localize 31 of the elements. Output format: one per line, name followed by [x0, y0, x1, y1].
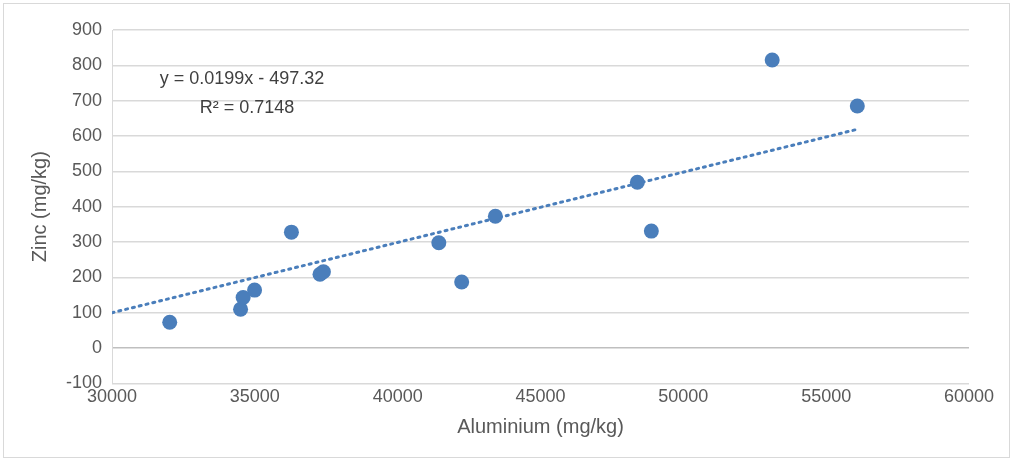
y-axis-title: Zinc (mg/kg) — [27, 151, 50, 263]
annotation: R² = 0.7148 — [199, 96, 295, 117]
y-tick-label: 700 — [71, 89, 103, 110]
point — [235, 290, 251, 306]
point — [162, 314, 178, 330]
y-tick-label: 800 — [71, 54, 103, 75]
y-tick-label: 300 — [71, 231, 103, 252]
y-tick-label: 900 — [71, 18, 103, 39]
x-tick-label: 35000 — [229, 386, 280, 407]
y-tick-label: 600 — [71, 124, 103, 145]
x-tick-label: 55000 — [801, 386, 852, 407]
point — [764, 52, 780, 68]
y-tick-label: 500 — [71, 160, 103, 181]
y-tick-label: 400 — [71, 195, 103, 216]
y-tick-label: 100 — [71, 301, 103, 322]
point — [247, 282, 263, 298]
x-tick-label: 60000 — [943, 386, 995, 407]
annotation: y = 0.0199x - 497.32 — [159, 67, 325, 88]
point — [487, 208, 503, 224]
x-tick-label: 50000 — [658, 386, 709, 407]
point — [643, 223, 659, 239]
x-axis-title: Aluminium (mg/kg) — [457, 414, 624, 437]
x-tick-label: 40000 — [372, 386, 423, 407]
point — [849, 98, 865, 114]
point — [454, 274, 470, 290]
y-tick-label: 0 — [92, 337, 103, 358]
x-tick-label: 45000 — [515, 386, 566, 407]
y-tick-label: 200 — [71, 266, 103, 287]
point — [629, 174, 645, 190]
point — [283, 224, 299, 240]
point — [431, 235, 447, 251]
